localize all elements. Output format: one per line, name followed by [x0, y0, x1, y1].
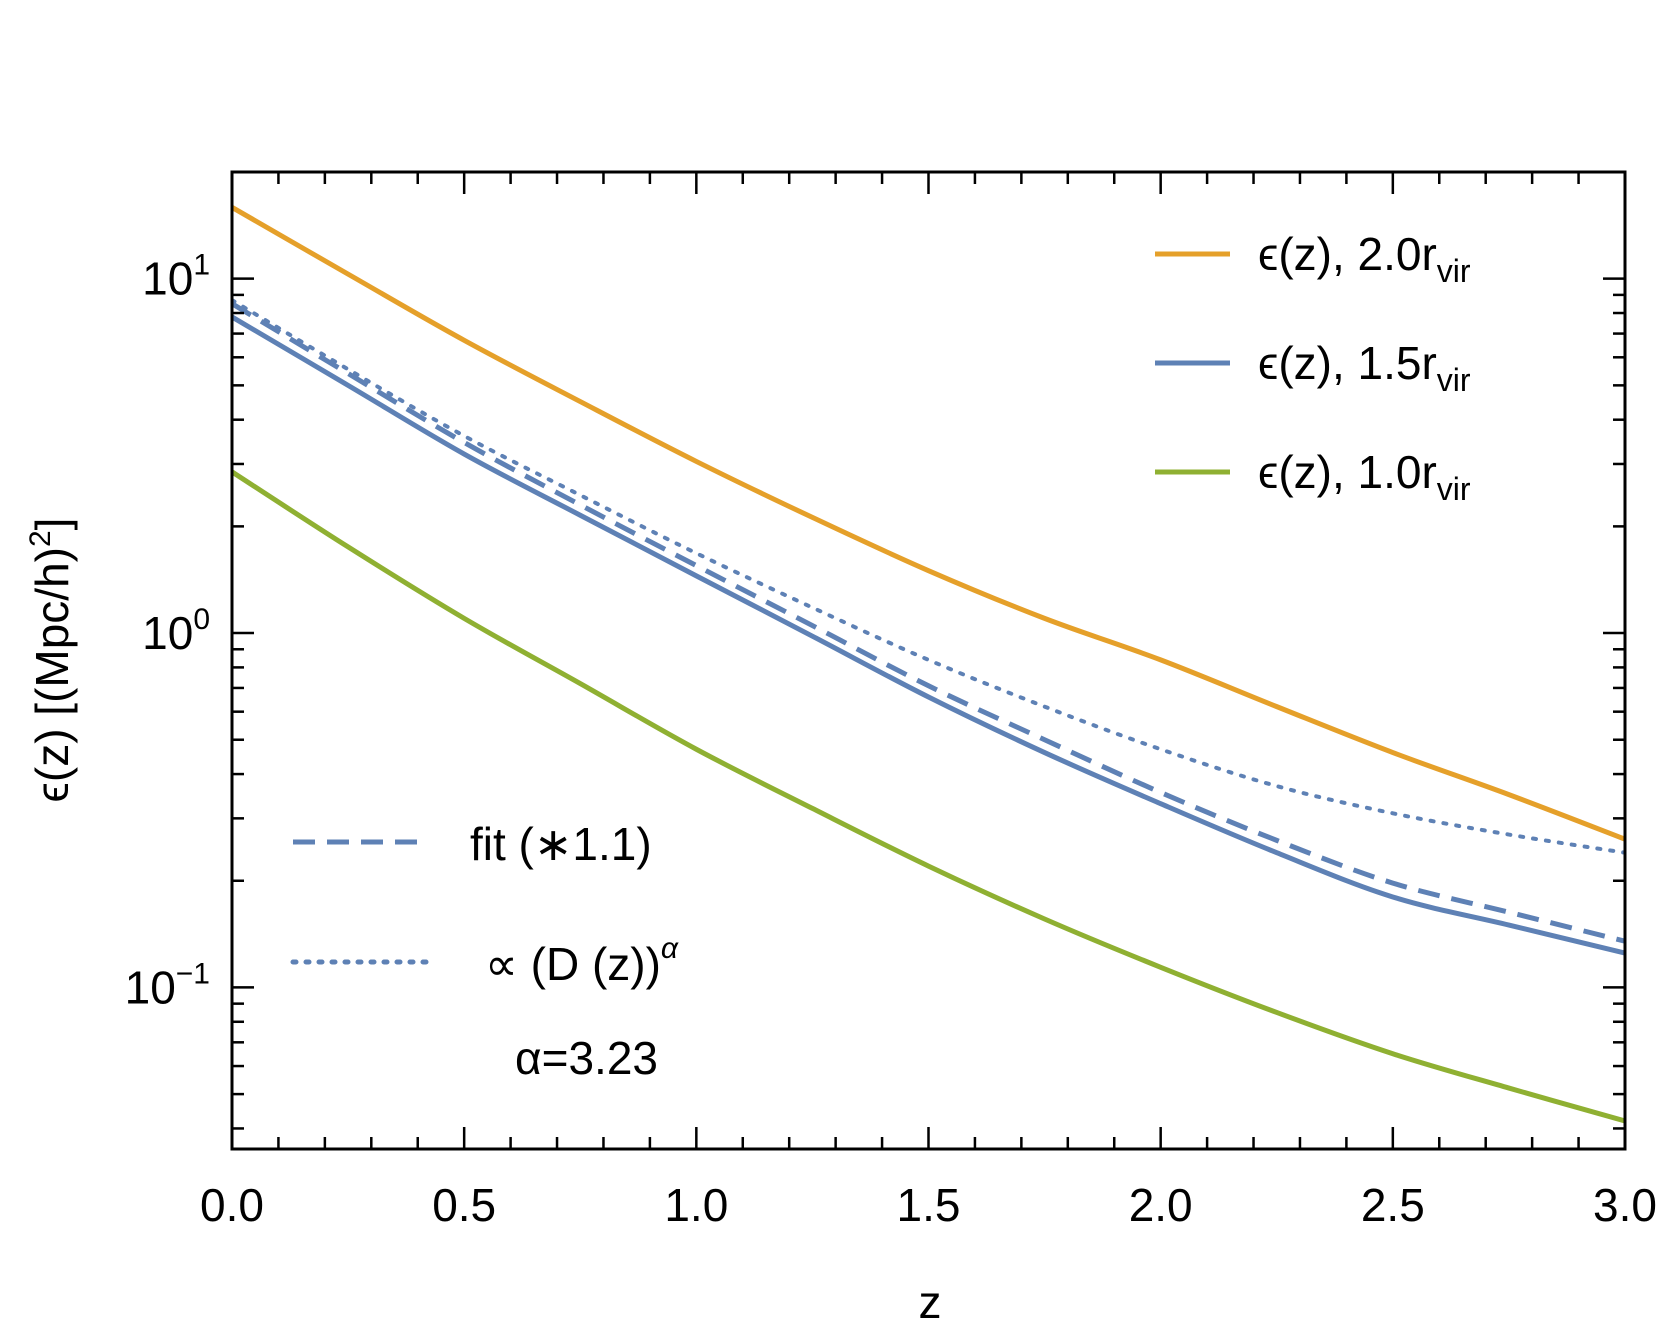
legend-item-1-0rvir: ϵ(z), 1.0rvir [1155, 446, 1471, 507]
legend-item-2-0rvir: ϵ(z), 2.0rvir [1155, 228, 1471, 289]
legend-label-1-0rvir: ϵ(z), 1.0rvir [1258, 446, 1471, 507]
plot-frame [230, 170, 1627, 1151]
legend-label-1-5rvir-main: ϵ(z), 1.5r [1258, 337, 1437, 389]
y-tick-label-exp: −1 [176, 957, 210, 990]
y-tick-label: 100 [142, 603, 210, 659]
y-axis-label-end: ] [26, 518, 78, 531]
plot-area [232, 205, 1625, 1124]
legend-label-2-0rvir-main: ϵ(z), 2.0r [1258, 228, 1437, 280]
x-tick-label: 2.5 [1361, 1179, 1425, 1231]
legend-item-growth: ∝ (D (z))α [290, 932, 679, 990]
x-tick-label: 0.5 [432, 1179, 496, 1231]
legend-label-1-5rvir: ϵ(z), 1.5rvir [1258, 337, 1471, 398]
legend-label-growth: ∝ (D (z))α [485, 932, 679, 990]
x-tick-label: 2.0 [1129, 1179, 1193, 1231]
legend: ϵ(z), 2.0rvir ϵ(z), 1.5rvir ϵ(z), 1.0rvi… [1155, 228, 1471, 507]
y-axis-label: ϵ(z) [(Mpc/h)2] [24, 518, 78, 803]
legend-item-1-5rvir: ϵ(z), 1.5rvir [1155, 337, 1471, 398]
y-tick-label: 10−1 [125, 957, 210, 1013]
x-tick-label: 1.5 [897, 1179, 961, 1231]
x-axis-label: z [919, 1276, 942, 1328]
series-line-4 [232, 298, 1625, 855]
legend-label-2-0rvir: ϵ(z), 2.0rvir [1258, 228, 1471, 289]
x-tick-label: 3.0 [1593, 1179, 1657, 1231]
y-tick-label-base: 10 [142, 253, 193, 305]
y-tick-label-base: 10 [142, 607, 193, 659]
y-tick-label: 101 [142, 249, 210, 305]
legend-label-growth-sup: α [661, 932, 679, 965]
y-axis-label-main: ϵ(z) [(Mpc/h) [26, 547, 78, 802]
x-tick-labels: 0.0 0.5 1.0 1.5 2.0 2.5 3.0 [200, 1179, 1657, 1231]
legend-item-fit: fit (∗1.1) [293, 818, 652, 870]
x-tick-label: 0.0 [200, 1179, 264, 1231]
y-axis-label-sup: 2 [24, 530, 57, 547]
series-line-0 [232, 205, 1625, 842]
y-tick-label-exp: 0 [193, 603, 210, 636]
legend-label-1-5rvir-sub: vir [1437, 362, 1471, 398]
legend-label-1-0rvir-main: ϵ(z), 1.0r [1258, 446, 1437, 498]
legend-label-fit: fit (∗1.1) [470, 818, 652, 870]
y-tick-label-exp: 1 [193, 249, 210, 282]
alpha-annotation: α=3.23 [515, 1032, 658, 1084]
series-line-3 [232, 301, 1625, 944]
legend-label-growth-main: ∝ (D (z)) [485, 938, 661, 990]
legend-fit: fit (∗1.1) ∝ (D (z))α α=3.23 [290, 818, 679, 1084]
legend-label-2-0rvir-sub: vir [1437, 253, 1471, 289]
legend-label-1-0rvir-sub: vir [1437, 471, 1471, 507]
series-line-2 [232, 469, 1625, 1124]
series-line-1 [232, 314, 1625, 956]
x-tick-label: 1.0 [664, 1179, 728, 1231]
y-tick-label-base: 10 [125, 961, 176, 1013]
